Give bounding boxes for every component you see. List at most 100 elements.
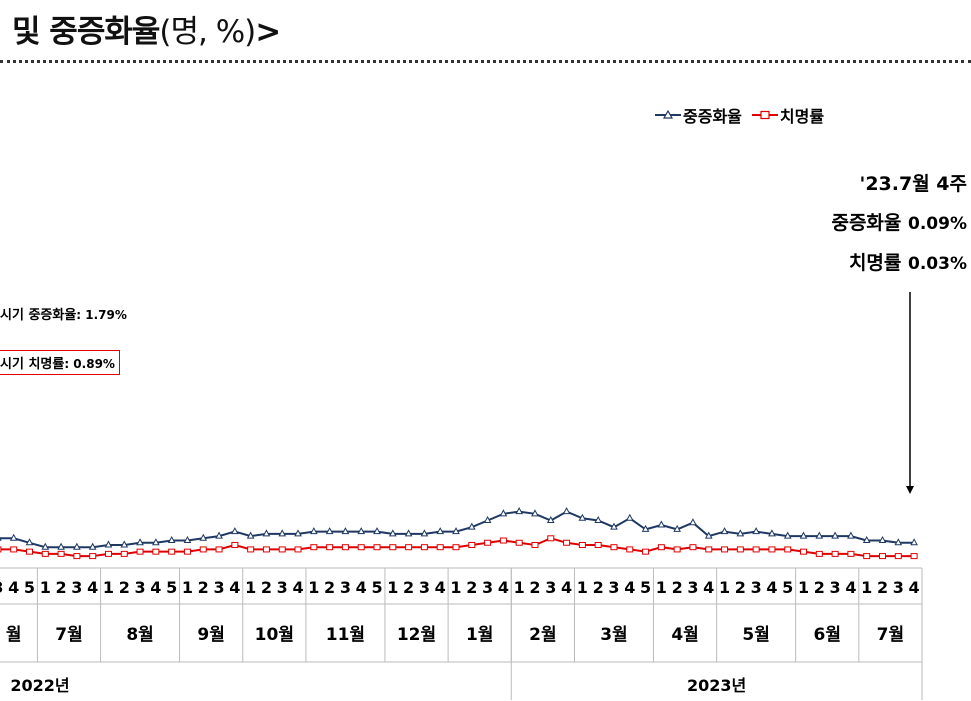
annotation-arrow-head <box>906 486 914 494</box>
month-tick-label: 4월 <box>671 625 698 645</box>
week-tick-label: 2 <box>735 578 746 597</box>
note-fatal-value: : 0.89% <box>64 357 115 371</box>
series-fatal-point <box>278 546 286 553</box>
series-fatal-point <box>405 544 413 551</box>
week-tick-label: 1 <box>103 578 114 597</box>
series-fatal-point <box>262 546 270 553</box>
series-severe-point <box>341 527 350 535</box>
series-fatal-point <box>215 546 223 553</box>
title-suffix: > <box>255 14 281 50</box>
week-tick-label: 2 <box>324 578 335 597</box>
series-severe-point <box>752 527 760 535</box>
series-severe-point <box>88 542 97 550</box>
page-title: 및 중증화율(명, %)> <box>12 6 281 51</box>
series-severe-point <box>104 540 113 548</box>
week-tick-label: 4 <box>703 578 714 597</box>
series-fatal-point <box>673 546 681 553</box>
series-severe-point <box>467 522 476 530</box>
series-fatal-point <box>152 548 160 555</box>
month-tick-label: 12월 <box>397 625 436 645</box>
week-tick-label: 2 <box>198 578 209 597</box>
week-tick-label: 4 <box>909 578 920 597</box>
series-fatal-point <box>752 546 760 553</box>
week-tick-label: 5 <box>782 578 793 597</box>
title-divider <box>0 60 971 63</box>
series-severe-point <box>278 529 287 537</box>
week-tick-label: 3 <box>608 578 619 597</box>
series-fatal-point <box>657 544 665 551</box>
year-tick-label: 2022년 <box>10 676 69 695</box>
month-tick-label: 5월 <box>742 625 769 645</box>
month-tick-label: 11월 <box>326 625 365 645</box>
series-severe-point <box>152 538 160 546</box>
week-tick-label: 3 <box>893 578 904 597</box>
series-fatal-point <box>57 550 65 557</box>
week-tick-label: 1 <box>798 578 809 597</box>
week-tick-label: 3 <box>134 578 145 597</box>
series-fatal-point <box>357 544 365 551</box>
week-tick-label: 5 <box>371 578 382 597</box>
series-severe-point <box>136 538 144 546</box>
week-tick-label: 2 <box>529 578 540 597</box>
week-tick-label: 3 <box>419 578 430 597</box>
week-tick-label: 2 <box>119 578 130 597</box>
year-tick-label: 2023년 <box>687 676 746 695</box>
week-tick-label: 1 <box>719 578 730 597</box>
month-tick-label: 9월 <box>197 625 224 645</box>
annotation-severe-value: 0.09% <box>908 214 967 234</box>
legend-item-severe: 중증화율 <box>655 103 742 127</box>
series-severe-point <box>673 524 681 532</box>
note-severe-value: : 1.79% <box>76 308 127 322</box>
series-severe-point <box>483 515 492 523</box>
week-tick-label: 4 <box>845 578 856 597</box>
week-tick-label: 4 <box>87 578 98 597</box>
series-severe-point <box>847 531 855 539</box>
week-tick-label: 4 <box>766 578 777 597</box>
series-severe-point <box>9 533 18 541</box>
series-fatal-point <box>705 546 713 553</box>
series-severe-point <box>768 529 776 537</box>
series-severe-point <box>689 518 697 526</box>
legend-fatal-marker-icon <box>751 110 778 120</box>
series-severe-point <box>41 542 50 550</box>
series-fatal-point <box>768 546 776 553</box>
week-tick-label: 5 <box>24 578 35 597</box>
week-tick-label: 2 <box>403 578 414 597</box>
series-fatal-point <box>689 544 697 551</box>
week-tick-label: 1 <box>514 578 525 597</box>
title-main: 및 중증화율 <box>12 14 160 50</box>
week-tick-label: 4 <box>435 578 446 597</box>
week-tick-label: 1 <box>656 578 667 597</box>
series-severe-point <box>799 531 808 539</box>
week-tick-label: 1 <box>861 578 872 597</box>
week-tick-label: 3 <box>830 578 841 597</box>
annotation-fatal-label: 치명률 <box>848 252 902 274</box>
series-severe-point <box>388 529 397 537</box>
series-severe-point <box>625 513 634 521</box>
week-tick-label: 1 <box>182 578 193 597</box>
series-severe-point <box>831 531 839 539</box>
series-severe-point <box>25 538 34 546</box>
week-tick-label: 2 <box>877 578 888 597</box>
annotation-week: '23.7월 4주 <box>859 173 968 195</box>
series-fatal-point <box>594 541 602 548</box>
series-fatal-point <box>831 550 839 557</box>
series-fatal-point <box>89 553 97 560</box>
week-tick-label: 2 <box>56 578 67 597</box>
series-severe-point <box>641 524 650 532</box>
series-severe-point <box>704 531 713 539</box>
series-severe-point <box>546 515 555 523</box>
week-tick-label: 3 <box>0 578 3 597</box>
series-fatal-point <box>879 553 887 560</box>
series-severe-point <box>452 527 460 535</box>
week-tick-label: 2 <box>814 578 825 597</box>
series-severe-point <box>736 529 745 537</box>
series-severe-point <box>894 538 903 546</box>
week-tick-label: 3 <box>751 578 762 597</box>
legend-severe-label: 중증화율 <box>683 107 742 126</box>
series-severe-point <box>167 535 176 544</box>
series-fatal-point <box>721 546 729 553</box>
note-severe-label: 시기 중증화율 <box>0 308 77 323</box>
month-tick-label: 1월 <box>466 625 493 645</box>
week-tick-label: 4 <box>150 578 161 597</box>
